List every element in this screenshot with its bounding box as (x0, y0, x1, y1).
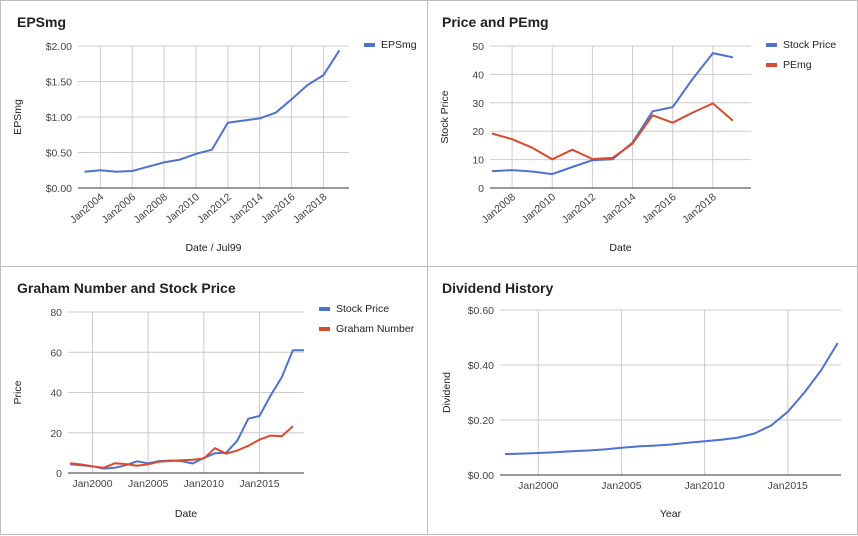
x-tick-label: Jan2005 (601, 480, 641, 492)
y-tick-label: 20 (50, 428, 62, 440)
x-tick-label: Jan2000 (72, 478, 112, 490)
y-axis-label: Dividend (441, 372, 453, 413)
chart-title: EPSmg (17, 14, 66, 30)
x-tick-label: Jan2008 (479, 191, 518, 226)
legend-swatch (766, 63, 777, 67)
y-tick-label: $2.00 (46, 41, 72, 53)
x-tick-label: Jan2018 (291, 191, 330, 226)
y-tick-label: 40 (50, 388, 62, 400)
x-tick-label: Jan2010 (184, 478, 224, 490)
y-tick-label: 20 (472, 126, 484, 138)
legend-swatch (766, 43, 777, 47)
x-tick-label: Jan2016 (259, 191, 298, 226)
chart-title: Graham Number and Stock Price (17, 280, 236, 296)
x-axis-label: Date / Jul99 (185, 242, 241, 254)
y-tick-label: $0.00 (46, 183, 72, 195)
y-tick-label: 0 (56, 468, 62, 480)
series-line-pemg (491, 102, 734, 161)
x-tick-label: Jan2015 (239, 478, 279, 490)
y-axis-label: Price (12, 380, 24, 404)
y-tick-label: 40 (472, 69, 484, 81)
x-tick-label: Jan2014 (227, 191, 266, 226)
y-tick-label: $1.50 (46, 77, 72, 89)
y-tick-label: $0.00 (468, 470, 494, 482)
x-tick-label: Jan2000 (518, 480, 558, 492)
series-line-stock-price (70, 349, 304, 470)
x-tick-label: Jan2010 (684, 480, 724, 492)
price-pe-chart-panel: Price and PEmg 0 10 20 30 40 50 Jan2008 Jan2010 J… (427, 0, 858, 268)
y-tick-label: 60 (50, 347, 62, 359)
legend-label: PEmg (783, 59, 812, 71)
graham-chart: Graham Number and Stock Price 0 20 40 60 80 Ja… (12, 280, 415, 520)
chart-title: Price and PEmg (442, 14, 549, 30)
y-axis-label: EPSmg (12, 99, 24, 135)
legend-swatch (364, 43, 375, 47)
x-tick-label: Jan2015 (768, 480, 808, 492)
x-axis-label: Year (660, 508, 682, 520)
x-tick-label: Jan2004 (68, 191, 107, 226)
x-tick-label: Jan2010 (163, 191, 202, 226)
x-axis-label: Date (609, 242, 631, 254)
x-tick-label: Jan2005 (128, 478, 168, 490)
y-tick-label: 30 (472, 98, 484, 110)
legend-label: Stock Price (783, 39, 836, 51)
series-line-dividend (504, 342, 839, 456)
y-tick-label: $1.00 (46, 112, 72, 124)
y-axis-label: Stock Price (439, 90, 451, 143)
y-tick-label: 50 (472, 41, 484, 53)
series-line-epsmg (84, 49, 341, 173)
x-axis-label: Date (175, 508, 197, 520)
dividend-chart: Dividend History $0.00 $0.20 $0.40 $0.60 Jan2… (441, 280, 841, 520)
x-tick-label: Jan2018 (680, 191, 719, 226)
y-tick-label: $0.60 (468, 305, 494, 317)
eps-chart: EPSmg$0.00$0.50$1.00$1.50$2.00Jan2004Jan… (12, 14, 417, 254)
y-tick-label: 10 (472, 155, 484, 167)
legend-label: EPSmg (381, 39, 417, 51)
x-tick-label: Jan2014 (600, 191, 639, 226)
x-tick-label: Jan2010 (520, 191, 559, 226)
y-tick-label: $0.50 (46, 148, 72, 160)
eps-chart-panel: EPSmg $0.00 $0.50 $1.00 $1.50 $2.00 Jan2004 Jan… (0, 0, 428, 268)
x-tick-label: Jan2012 (195, 191, 234, 226)
legend-label: Stock Price (336, 303, 389, 315)
x-tick-label: Jan2012 (560, 191, 599, 226)
y-tick-label: $0.20 (468, 415, 494, 427)
series-line-stock-price (491, 52, 734, 176)
chart-title: Dividend History (442, 280, 553, 296)
y-tick-label: 0 (478, 183, 484, 195)
y-tick-label: 80 (50, 307, 62, 319)
graham-chart-panel: Graham Number and Stock Price 0 20 40 60 80 Ja… (0, 266, 428, 535)
legend-label: Graham Number (336, 323, 415, 335)
x-tick-label: Jan2008 (131, 191, 170, 226)
legend-swatch (319, 307, 330, 311)
y-tick-label: $0.40 (468, 360, 494, 372)
legend-swatch (319, 327, 330, 331)
series-line-graham-number (70, 425, 294, 469)
x-tick-label: Jan2006 (100, 191, 139, 226)
x-tick-label: Jan2016 (640, 191, 679, 226)
dividend-chart-panel: Dividend History $0.00 $0.20 $0.40 $0.60 Jan2… (427, 266, 858, 535)
